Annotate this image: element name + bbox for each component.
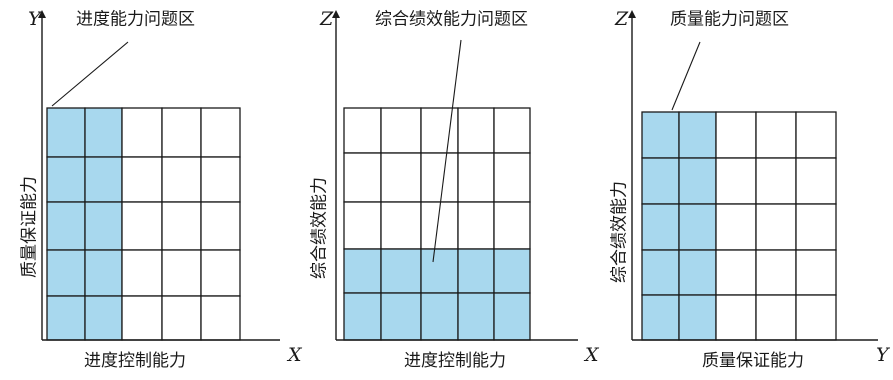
problem-zone-cell <box>380 292 422 341</box>
grid-cell <box>795 249 837 296</box>
horizontal-axis-label: 进度控制能力 <box>404 351 506 371</box>
problem-zone-cell <box>641 157 680 205</box>
zone-leader-line <box>671 41 701 111</box>
zone-label: 进度能力问题区 <box>76 10 195 30</box>
grid-cell <box>420 107 459 154</box>
grid-cell <box>161 201 202 251</box>
problem-zone-cell <box>84 249 123 297</box>
problem-zone-cell <box>457 292 495 341</box>
vertical-axis-letter: Z <box>614 8 629 30</box>
horizontal-axis-label: 进度控制能力 <box>84 351 186 371</box>
grid-cell <box>795 294 837 341</box>
problem-zone-cell <box>678 157 717 205</box>
grid <box>343 107 531 341</box>
grid-cell <box>715 249 757 296</box>
grid-cell <box>161 249 202 297</box>
vertical-axis-label: 综合绩效能力 <box>310 177 330 279</box>
grid-cell <box>200 156 241 203</box>
problem-zone-cell <box>420 248 459 294</box>
grid-cell <box>121 201 163 251</box>
grid <box>641 111 837 341</box>
grid-cell <box>755 294 797 341</box>
panel-schedule-quality: Y X 进度能力问题区 进度控制能力 质量保证能力 <box>20 8 304 371</box>
grid-cell <box>343 201 382 250</box>
grid-cell <box>795 203 837 251</box>
grid-cell <box>755 249 797 296</box>
problem-zone-cell <box>678 249 717 296</box>
problem-zone-cell <box>84 156 123 203</box>
problem-zone-cell <box>641 203 680 251</box>
grid-cell <box>380 152 422 203</box>
problem-zone-cell <box>46 201 86 251</box>
grid-cell <box>457 152 495 203</box>
vertical-axis-label: 质量保证能力 <box>20 176 40 278</box>
grid-cell <box>755 111 797 159</box>
problem-zone-cell <box>46 156 86 203</box>
problem-zone-cell <box>641 294 680 341</box>
horizontal-axis-label: 质量保证能力 <box>702 351 804 371</box>
problem-zone-cell <box>46 249 86 297</box>
problem-zone-cell <box>678 203 717 251</box>
grid-cell <box>493 152 531 203</box>
problem-zone-cell <box>493 292 531 341</box>
problem-zone-cell <box>380 248 422 294</box>
grid-cell <box>715 111 757 159</box>
grid <box>46 107 241 341</box>
horizontal-axis-letter: X <box>286 344 303 366</box>
problem-zone-cell <box>84 295 123 341</box>
grid-cell <box>200 295 241 341</box>
grid-cell <box>200 107 241 158</box>
vertical-axis-letter: Z <box>319 8 334 30</box>
problem-zone-cell <box>457 248 495 294</box>
grid-cell <box>161 107 202 158</box>
problem-zone-cell <box>641 111 680 159</box>
problem-zone-cell <box>46 295 86 341</box>
panel-schedule-performance: Z X 综合绩效能力问题区 进度控制能力 综合绩效能力 <box>310 8 601 371</box>
grid-cell <box>493 107 531 154</box>
grid-cell <box>121 249 163 297</box>
grid-cell <box>380 201 422 250</box>
problem-zone-cell <box>641 249 680 296</box>
grid-cell <box>343 152 382 203</box>
problem-zone-cell <box>343 292 382 341</box>
zone-leader-line <box>51 41 129 107</box>
vertical-axis-label: 综合绩效能力 <box>610 181 630 283</box>
vertical-axis-letter: Y <box>28 8 43 30</box>
grid-cell <box>121 295 163 341</box>
grid-cell <box>715 294 757 341</box>
zone-label: 综合绩效能力问题区 <box>375 10 528 30</box>
grid-cell <box>343 107 382 154</box>
problem-zone-cell <box>84 107 123 158</box>
problem-zone-cell <box>678 294 717 341</box>
grid-cell <box>420 152 459 203</box>
grid-cell <box>457 107 495 154</box>
zone-label: 质量能力问题区 <box>670 10 789 30</box>
grid-cell <box>795 111 837 159</box>
problem-zone-cell <box>678 111 717 159</box>
grid-cell <box>493 201 531 250</box>
problem-zone-cell <box>343 248 382 294</box>
horizontal-axis-letter: X <box>583 344 600 366</box>
grid-cell <box>200 201 241 251</box>
grid-cell <box>715 157 757 205</box>
panel-quality-performance: Z Y 质量能力问题区 质量保证能力 综合绩效能力 <box>610 8 892 371</box>
grid-cell <box>200 249 241 297</box>
grid-cell <box>755 203 797 251</box>
problem-zone-cell <box>420 292 459 341</box>
horizontal-axis-letter: Y <box>876 344 891 366</box>
grid-cell <box>457 201 495 250</box>
grid-cell <box>161 295 202 341</box>
grid-cell <box>380 107 422 154</box>
grid-cell <box>715 203 757 251</box>
grid-cell <box>755 157 797 205</box>
problem-zone-cell <box>84 201 123 251</box>
grid-cell <box>161 156 202 203</box>
problem-zone-cell <box>46 107 86 158</box>
problem-zone-cell <box>493 248 531 294</box>
zone-leader-line <box>432 39 462 263</box>
grid-cell <box>121 107 163 158</box>
grid-cell <box>795 157 837 205</box>
grid-cell <box>121 156 163 203</box>
